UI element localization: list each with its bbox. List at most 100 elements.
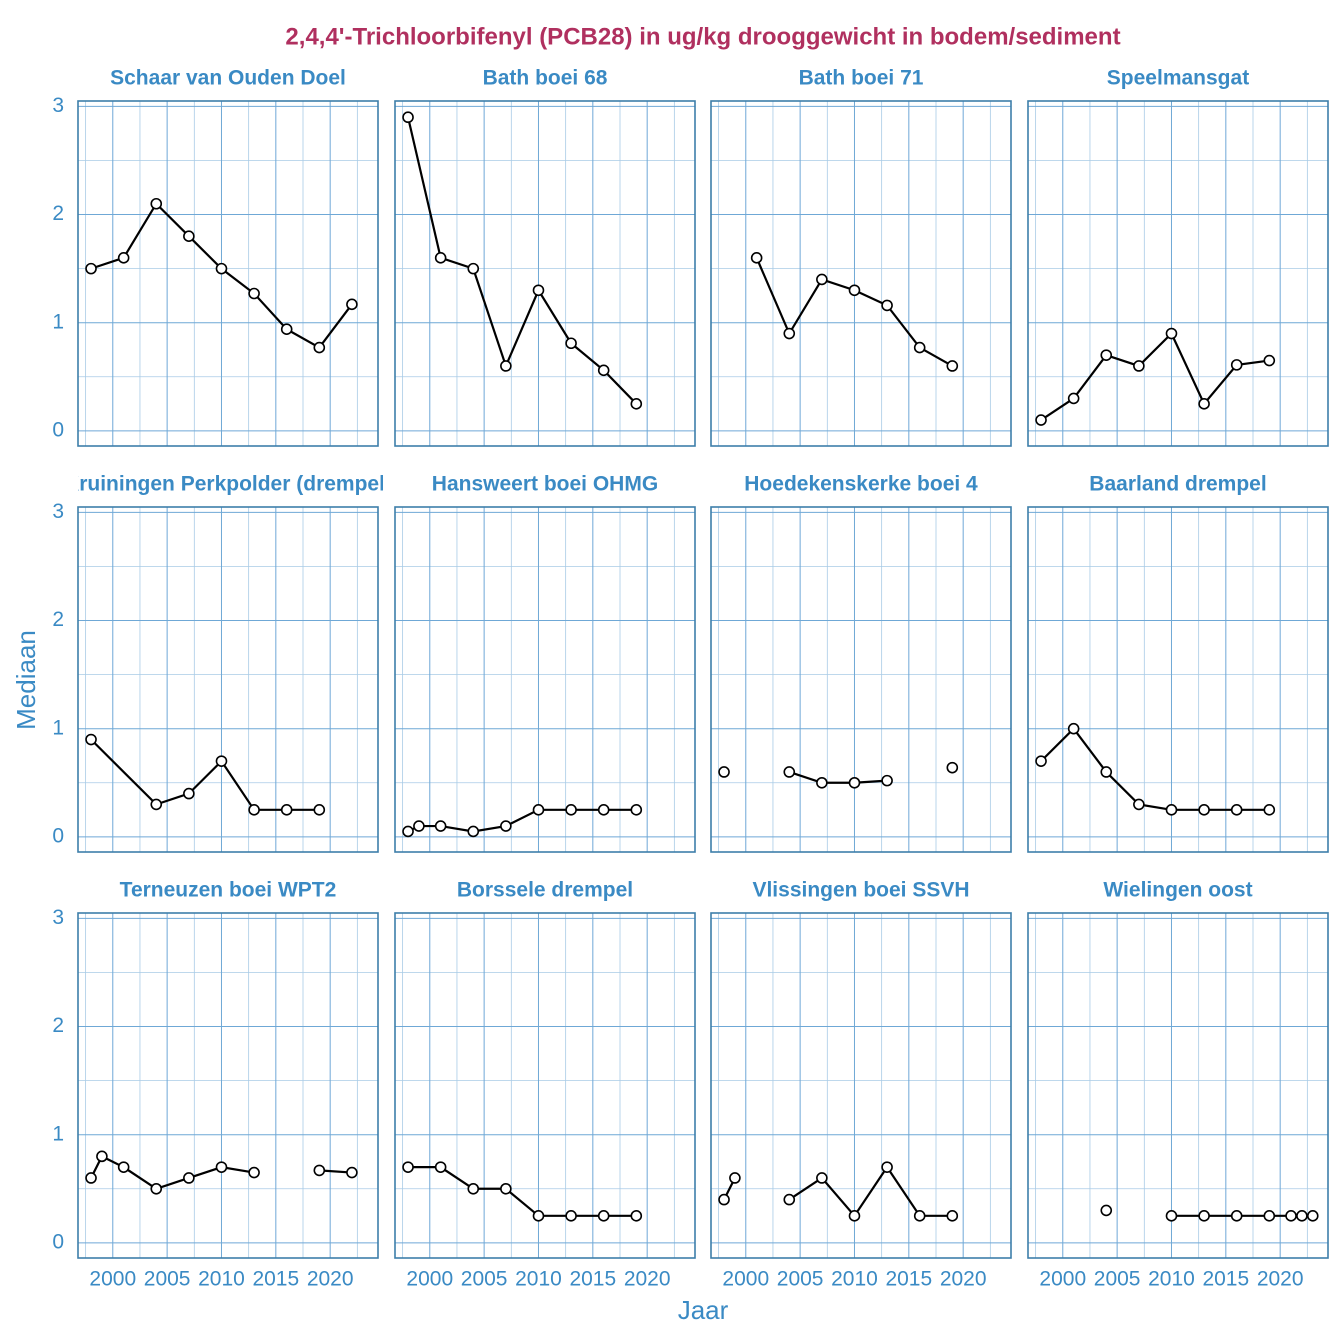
data-point [946, 1210, 959, 1222]
data-point [630, 398, 643, 410]
y-tick-label: 2 [52, 1014, 64, 1037]
data-point [117, 252, 130, 264]
x-tick-label: 2015 [569, 1268, 616, 1291]
data-point [718, 1193, 730, 1206]
x-tick-label: 2010 [515, 1268, 562, 1291]
data-point [1230, 359, 1243, 371]
data-point [816, 273, 828, 286]
x-tick-label: 2005 [1094, 1268, 1141, 1291]
data-point [881, 299, 893, 312]
data-point [1035, 755, 1047, 767]
data-point [881, 774, 893, 787]
x-tick-label: 2010 [198, 1268, 245, 1291]
data-point [1100, 766, 1113, 778]
data-point [313, 804, 326, 816]
panel: Bath boei 68 [394, 67, 696, 447]
data-point [1165, 327, 1178, 340]
data-point [848, 1210, 861, 1222]
data-point [1296, 1210, 1308, 1222]
data-point [848, 284, 861, 297]
data-point [1165, 804, 1178, 816]
x-tick-label: 2020 [307, 1268, 354, 1291]
x-tick-label: 2010 [831, 1268, 878, 1291]
data-point [565, 1210, 577, 1222]
data-point [434, 1161, 447, 1173]
data-point [402, 111, 414, 124]
panel-title: Baarland drempel [1089, 473, 1266, 496]
data-point [117, 1161, 130, 1173]
data-point [783, 766, 796, 778]
data-point [467, 825, 480, 838]
series-line [723, 1165, 953, 1218]
data-point [1067, 722, 1080, 735]
data-point [1230, 804, 1243, 816]
x-tick-label: 2015 [885, 1268, 932, 1291]
data-point [434, 820, 447, 832]
data-point [313, 341, 326, 354]
data-point [150, 1182, 163, 1195]
data-point [729, 1172, 741, 1184]
y-tick-label: 3 [52, 94, 64, 117]
series-line [408, 1166, 637, 1217]
x-tick-label: 2020 [624, 1268, 671, 1291]
data-point [85, 262, 97, 275]
panel-border [1027, 912, 1329, 1259]
chart-title: 2,4,4'-Trichloorbifenyl (PCB28) in ug/kg… [285, 23, 1120, 50]
data-point [467, 1182, 480, 1195]
series-line [90, 738, 320, 811]
panel-border [394, 912, 696, 1259]
x-tick-label: 2000 [1039, 1268, 1086, 1291]
panel-title: Borssele drempel [457, 879, 633, 902]
x-tick-label: 2015 [1202, 1268, 1249, 1291]
panel-title: Wielingen oost [1103, 879, 1252, 902]
y-tick-label: 2 [52, 202, 64, 225]
data-point [248, 287, 260, 300]
x-tick-label: 2000 [722, 1268, 769, 1291]
y-tick-label: 0 [52, 824, 64, 847]
panel-title: Speelmansgat [1107, 67, 1249, 90]
panel-title: Kruiningen Perkpolder (drempel) [64, 473, 392, 496]
data-point [783, 1193, 796, 1206]
y-tick-label: 1 [52, 1122, 64, 1145]
panel: Terneuzen boei WPT2 [77, 879, 379, 1259]
data-point [565, 804, 577, 816]
data-point [1198, 804, 1210, 816]
x-tick-label: 2020 [1257, 1268, 1304, 1291]
data-point [96, 1150, 108, 1163]
data-point [215, 755, 228, 767]
data-point [816, 1172, 828, 1184]
panel-title: Hansweert boei OHMG [432, 473, 658, 496]
data-point [500, 820, 512, 832]
data-point [597, 1210, 610, 1222]
data-point [597, 804, 610, 816]
data-point [816, 776, 828, 789]
data-point [346, 298, 358, 311]
data-point [913, 1210, 926, 1222]
data-point [1133, 798, 1145, 811]
data-point [183, 1172, 195, 1184]
data-point [500, 360, 512, 372]
panel: Borssele drempel [394, 879, 696, 1259]
data-point [150, 798, 163, 811]
series-line [789, 768, 952, 783]
panel: Kruiningen Perkpolder (drempel) [64, 473, 392, 853]
x-tick-label: 2000 [406, 1268, 453, 1291]
data-point [402, 825, 414, 838]
y-tick-label: 2 [52, 608, 64, 631]
data-point [946, 360, 959, 372]
data-point [434, 252, 447, 264]
data-point [183, 230, 195, 242]
data-point [1263, 354, 1276, 367]
data-point [1263, 1210, 1276, 1222]
panel-title: Bath boei 71 [799, 67, 924, 90]
data-point [848, 776, 861, 789]
data-point [402, 1161, 414, 1173]
y-tick-label: 0 [52, 418, 64, 441]
y-tick-label: 1 [52, 310, 64, 333]
y-tick-label: 1 [52, 716, 64, 739]
data-point [913, 341, 926, 354]
data-point [750, 252, 763, 264]
panel-border [1027, 100, 1329, 447]
data-point [85, 733, 97, 746]
